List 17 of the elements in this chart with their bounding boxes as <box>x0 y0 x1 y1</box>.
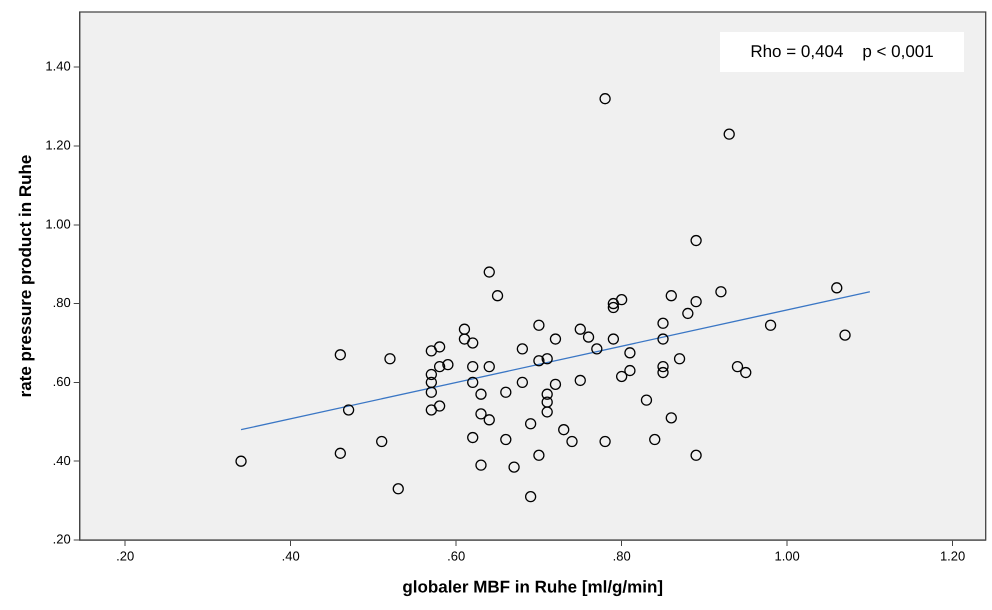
x-axis-title: globaler MBF in Ruhe [ml/g/min] <box>402 577 664 596</box>
y-axis-title: rate pressure product in Ruhe <box>16 154 35 398</box>
x-tick-label: 1.00 <box>774 548 800 564</box>
x-tick-label: .40 <box>282 548 300 564</box>
y-tick-label: .20 <box>52 532 71 547</box>
y-tick-label: 1.40 <box>45 58 71 74</box>
x-tick-label: 1.20 <box>940 548 966 564</box>
y-tick-label: .40 <box>52 452 71 468</box>
x-tick-label: .80 <box>612 548 631 564</box>
annotation: Rho = 0,404 p < 0,001 <box>750 42 934 61</box>
y-tick-label: 1.00 <box>45 216 71 232</box>
text-box: Rho = 0,404 p < 0,001 <box>720 32 964 72</box>
x-tick-label: .60 <box>447 548 466 564</box>
y-tick-label: .60 <box>52 374 71 389</box>
y-tick-label: 1.20 <box>45 138 71 153</box>
y-tick-label: .80 <box>52 295 71 310</box>
x-tick-label: .20 <box>116 548 134 564</box>
